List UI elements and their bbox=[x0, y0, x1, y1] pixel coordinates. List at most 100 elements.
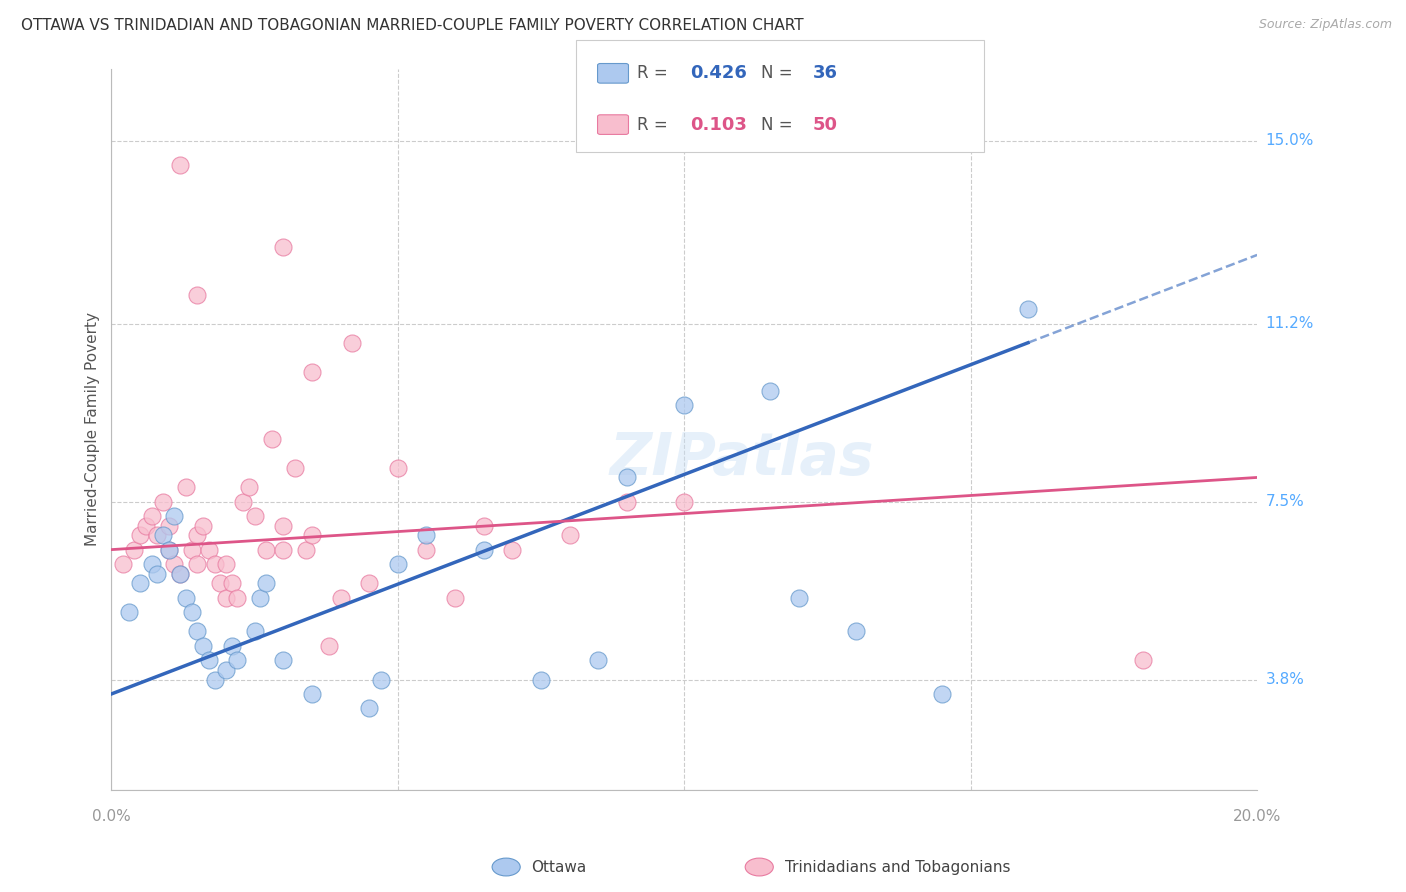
Point bbox=[271, 653, 294, 667]
Point bbox=[135, 518, 157, 533]
Point bbox=[415, 542, 437, 557]
Point bbox=[271, 239, 294, 253]
Point bbox=[157, 542, 180, 557]
Point bbox=[157, 542, 180, 557]
Text: 50: 50 bbox=[813, 116, 838, 134]
Text: Trinidadians and Tobagonians: Trinidadians and Tobagonians bbox=[785, 860, 1010, 874]
Point bbox=[141, 508, 163, 523]
Point bbox=[209, 576, 232, 591]
Point bbox=[359, 576, 381, 591]
Text: N =: N = bbox=[761, 64, 797, 82]
Text: 20.0%: 20.0% bbox=[1233, 809, 1281, 824]
Point bbox=[318, 639, 340, 653]
Point bbox=[254, 542, 277, 557]
Point bbox=[221, 576, 243, 591]
Point bbox=[359, 701, 381, 715]
Point bbox=[226, 591, 249, 605]
Point bbox=[215, 591, 238, 605]
Point bbox=[169, 158, 191, 172]
Point bbox=[284, 460, 307, 475]
Point bbox=[191, 639, 214, 653]
Point bbox=[232, 494, 254, 508]
Text: 0.0%: 0.0% bbox=[91, 809, 131, 824]
Point bbox=[129, 576, 152, 591]
Point bbox=[163, 557, 186, 571]
Point bbox=[243, 508, 266, 523]
Point bbox=[141, 557, 163, 571]
Y-axis label: Married-Couple Family Poverty: Married-Couple Family Poverty bbox=[86, 312, 100, 546]
Point bbox=[215, 663, 238, 677]
Point bbox=[186, 287, 208, 301]
Point bbox=[415, 528, 437, 542]
Point bbox=[787, 591, 810, 605]
Point bbox=[759, 384, 782, 398]
Text: 36: 36 bbox=[813, 64, 838, 82]
Point bbox=[295, 542, 318, 557]
Point bbox=[588, 653, 610, 667]
Text: OTTAWA VS TRINIDADIAN AND TOBAGONIAN MARRIED-COUPLE FAMILY POVERTY CORRELATION C: OTTAWA VS TRINIDADIAN AND TOBAGONIAN MAR… bbox=[21, 18, 804, 33]
Text: 7.5%: 7.5% bbox=[1265, 494, 1305, 509]
Text: R =: R = bbox=[637, 64, 673, 82]
Point bbox=[204, 557, 226, 571]
Point bbox=[530, 673, 553, 687]
Point bbox=[340, 335, 363, 350]
Point bbox=[169, 566, 191, 581]
Point bbox=[180, 605, 202, 619]
Point bbox=[673, 398, 696, 412]
Point bbox=[616, 470, 638, 484]
Point bbox=[111, 557, 134, 571]
Point bbox=[238, 480, 260, 494]
Point bbox=[271, 542, 294, 557]
Point bbox=[117, 605, 139, 619]
Point bbox=[174, 591, 197, 605]
Point bbox=[157, 518, 180, 533]
Point bbox=[387, 557, 409, 571]
Point bbox=[301, 687, 323, 701]
Point bbox=[124, 542, 146, 557]
Point bbox=[186, 528, 208, 542]
Point bbox=[191, 518, 214, 533]
Point bbox=[186, 624, 208, 639]
Text: R =: R = bbox=[637, 116, 673, 134]
Point bbox=[146, 566, 169, 581]
Point bbox=[931, 687, 953, 701]
Point bbox=[174, 480, 197, 494]
Point bbox=[501, 542, 523, 557]
Point bbox=[254, 576, 277, 591]
Point bbox=[329, 591, 352, 605]
Text: 3.8%: 3.8% bbox=[1265, 672, 1305, 687]
Point bbox=[1017, 301, 1039, 316]
Text: N =: N = bbox=[761, 116, 797, 134]
Point bbox=[845, 624, 868, 639]
Point bbox=[243, 624, 266, 639]
Point bbox=[215, 557, 238, 571]
Text: 15.0%: 15.0% bbox=[1265, 133, 1315, 148]
Point bbox=[301, 365, 323, 379]
Text: 0.426: 0.426 bbox=[690, 64, 747, 82]
Point bbox=[444, 591, 467, 605]
Point bbox=[472, 542, 495, 557]
Text: 11.2%: 11.2% bbox=[1265, 316, 1315, 331]
Point bbox=[186, 557, 208, 571]
Point bbox=[180, 542, 202, 557]
Point bbox=[198, 542, 221, 557]
Text: ZIPatlas: ZIPatlas bbox=[609, 430, 873, 487]
Point bbox=[616, 494, 638, 508]
Point bbox=[370, 673, 392, 687]
Point bbox=[558, 528, 581, 542]
Point bbox=[152, 494, 174, 508]
Point bbox=[204, 673, 226, 687]
Point bbox=[1132, 653, 1154, 667]
Text: Ottawa: Ottawa bbox=[531, 860, 586, 874]
Point bbox=[152, 528, 174, 542]
Point bbox=[472, 518, 495, 533]
Point bbox=[673, 494, 696, 508]
Text: 0.103: 0.103 bbox=[690, 116, 747, 134]
Point bbox=[387, 460, 409, 475]
Point bbox=[221, 639, 243, 653]
Point bbox=[163, 508, 186, 523]
Text: Source: ZipAtlas.com: Source: ZipAtlas.com bbox=[1258, 18, 1392, 31]
Point bbox=[301, 528, 323, 542]
Point bbox=[198, 653, 221, 667]
Point bbox=[260, 432, 283, 446]
